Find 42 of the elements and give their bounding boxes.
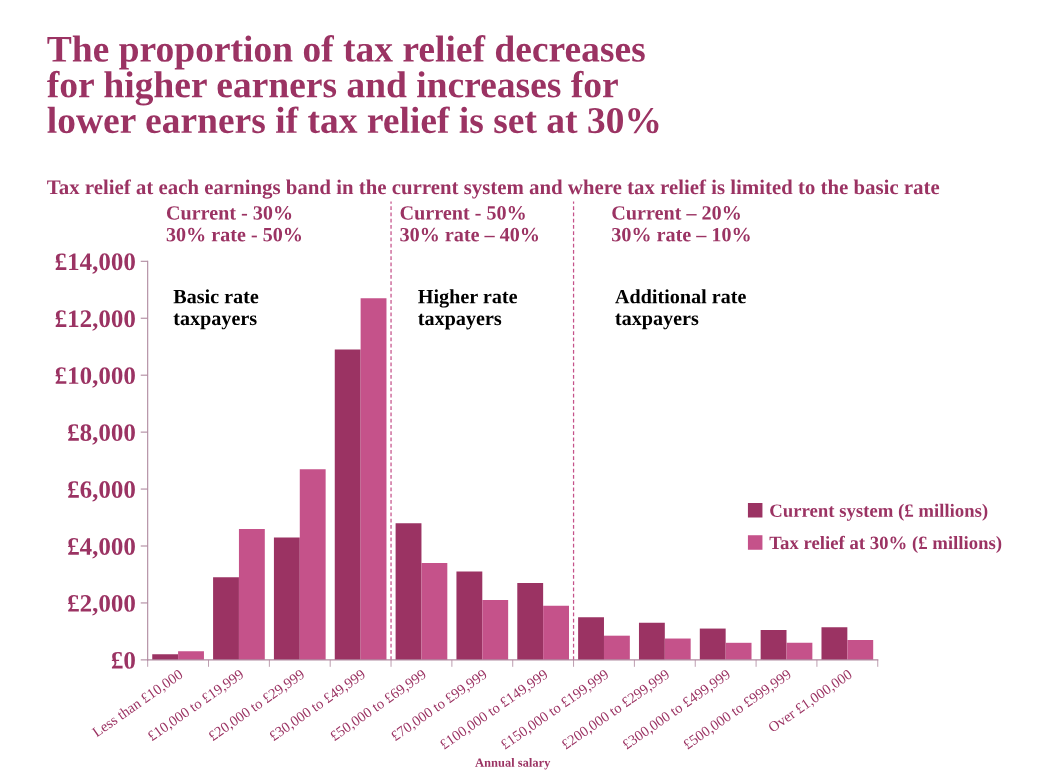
y-tick-label: £8,000 bbox=[68, 424, 135, 445]
chart-subtitle: Tax relief at each earnings band in the current system and where tax relief is limited to the basic rate bbox=[47, 179, 940, 199]
bar bbox=[395, 523, 422, 660]
y-tick-label: £14,000 bbox=[55, 253, 135, 274]
legend-label: Current system (£ millions) bbox=[770, 503, 988, 521]
annotation: Basic rate taxpayers bbox=[173, 289, 259, 330]
bar bbox=[760, 629, 787, 660]
bar bbox=[543, 605, 569, 660]
y-tick-label: £0 bbox=[111, 651, 135, 669]
bar bbox=[213, 577, 239, 660]
text: Current - 50% 30% rate – 40% bbox=[400, 206, 539, 242]
text: Current - 30% 30% rate - 50% bbox=[166, 206, 302, 242]
y-tick-label: £6,000 bbox=[68, 481, 135, 502]
bar bbox=[334, 349, 361, 660]
bar bbox=[299, 469, 326, 660]
bar bbox=[482, 600, 509, 660]
y-tick-label: £2,000 bbox=[68, 594, 135, 616]
bar bbox=[664, 638, 691, 660]
bar bbox=[517, 583, 544, 660]
annotation: Higher rate taxpayers bbox=[418, 289, 518, 330]
bar bbox=[178, 651, 204, 660]
bar bbox=[847, 639, 874, 660]
bar bbox=[360, 298, 387, 660]
y-tick-label: £4,000 bbox=[68, 538, 135, 559]
bar bbox=[821, 627, 848, 660]
bar bbox=[638, 622, 665, 660]
annotation: Additional rate taxpayers bbox=[615, 289, 746, 330]
text: Current – 20% 30% rate – 10% bbox=[612, 206, 750, 242]
chart-title: The proportion of tax relief decreases for higher earners and increases for lower earners if tax relief is set at 30% bbox=[47, 35, 659, 134]
bar bbox=[238, 528, 265, 660]
y-tick-label: £12,000 bbox=[55, 310, 135, 331]
legend-label: Tax relief at 30% (£ millions) bbox=[769, 535, 1002, 554]
bar bbox=[421, 563, 448, 660]
bar bbox=[273, 537, 300, 660]
x-axis-title: Annual salary bbox=[475, 758, 551, 770]
bar bbox=[699, 628, 726, 660]
bar bbox=[603, 635, 630, 660]
bar bbox=[725, 642, 752, 660]
bar bbox=[578, 617, 604, 660]
bar bbox=[456, 571, 483, 660]
bar bbox=[786, 642, 813, 660]
y-tick-label: £10,000 bbox=[55, 367, 135, 388]
